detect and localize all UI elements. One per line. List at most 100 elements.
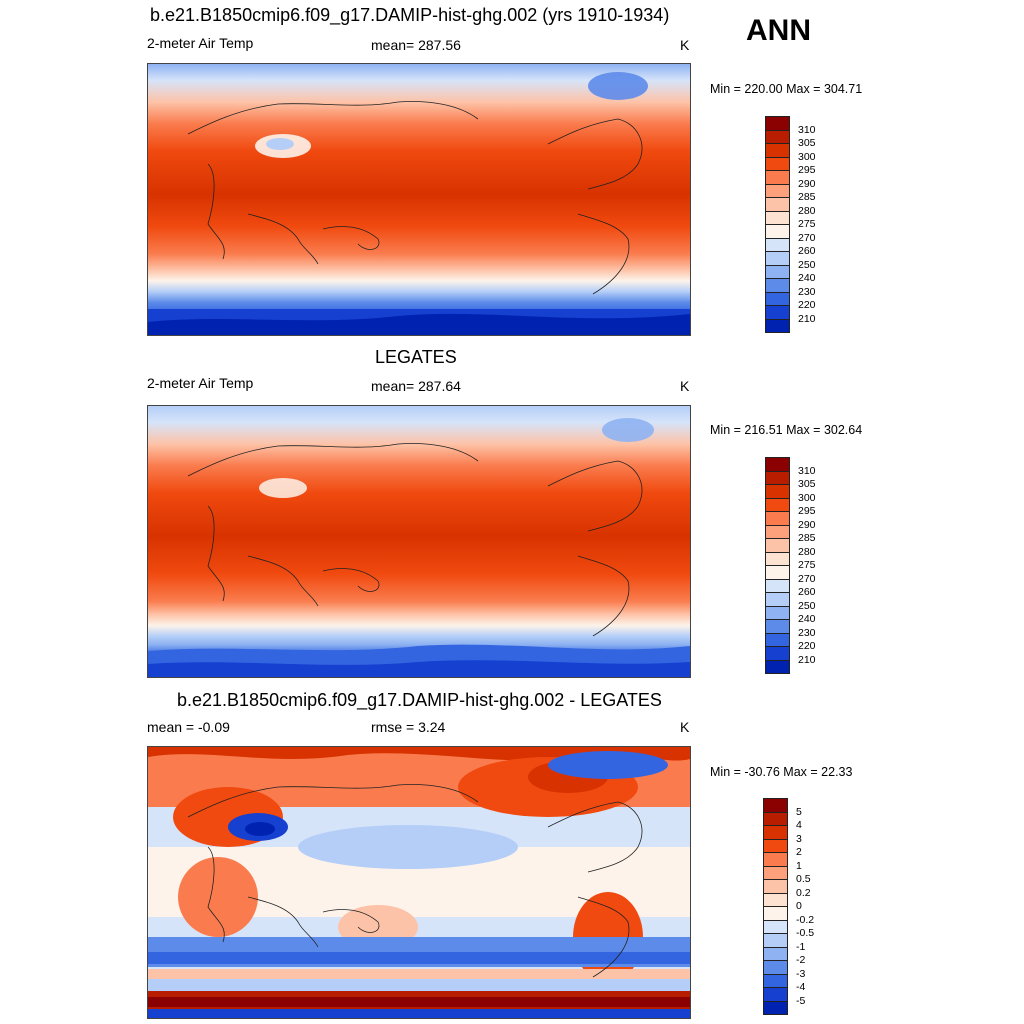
colorbar-tick-label: 295 (798, 164, 816, 176)
panel-model-units: K (680, 37, 690, 53)
colorbar-swatch (763, 879, 788, 894)
panel-diff-mean-label: mean = -0.09 (147, 719, 230, 735)
colorbar-swatch (763, 892, 788, 907)
colorbar-tick-label: 310 (798, 464, 816, 477)
colorbar-swatch (765, 224, 790, 239)
colorbar-swatch (765, 578, 790, 593)
panel-model-mean-label: mean= 287.56 (371, 37, 461, 53)
panel-model-minmax: Min = 220.00 Max = 304.71 (710, 82, 863, 96)
colorbar-swatch (765, 305, 790, 320)
colorbar-tick-label: 0.2 (796, 886, 811, 899)
colorbar-tick-label: -0.2 (796, 913, 815, 926)
colorbar-swatch (763, 946, 788, 961)
colorbar-swatch (763, 865, 788, 880)
colorbar-swatch (765, 632, 790, 647)
colorbar-tick-label: -4 (796, 981, 806, 993)
colorbar-tick-label: 295 (798, 505, 816, 517)
colorbar-tick-label: 210 (798, 312, 816, 325)
colorbar-tick-label: 220 (798, 640, 816, 652)
colorbar-tick-label: 275 (798, 559, 816, 571)
colorbar-tick-label: 280 (798, 545, 816, 558)
colorbar-swatch (765, 210, 790, 225)
colorbar-tick-label: 285 (798, 191, 816, 203)
panel-diff-minmax: Min = -30.76 Max = 22.33 (710, 765, 853, 779)
colorbar-tick-label: 5 (796, 805, 802, 818)
colorbar-tick-label: -5 (796, 994, 806, 1007)
colorbar-tick-label: 300 (798, 150, 816, 163)
colorbar-tick-label: 270 (798, 231, 816, 244)
colorbar-swatch (763, 838, 788, 853)
panel-diff-map (147, 746, 691, 1019)
colorbar-tick-label: 305 (798, 478, 816, 490)
colorbar-swatch (765, 318, 790, 333)
colorbar-swatch (765, 470, 790, 485)
colorbar-swatch (765, 592, 790, 607)
colorbar-tick-label: 2 (796, 846, 802, 858)
colorbar-swatch (763, 825, 788, 840)
panel-diff-rmse-label: rmse = 3.24 (371, 719, 446, 735)
colorbar-tick-label: 275 (798, 218, 816, 230)
colorbar-swatch (765, 457, 790, 472)
colorbar-tick-label: 240 (798, 272, 816, 284)
colorbar-swatch (765, 619, 790, 634)
colorbar-tick-label: 240 (798, 613, 816, 625)
colorbar-tick-label: 250 (798, 258, 816, 271)
panel-model-variable-label: 2-meter Air Temp (147, 35, 254, 51)
colorbar-tick-label: 0.5 (796, 873, 811, 885)
panel-obs-variable-label: 2-meter Air Temp (147, 375, 254, 391)
panel-model-title: b.e21.B1850cmip6.f09_g17.DAMIP-hist-ghg.… (150, 5, 670, 25)
colorbar-tick-label: 0 (796, 900, 802, 912)
colorbar-tick-label: 210 (798, 653, 816, 666)
colorbar-tick-label: 1 (796, 859, 802, 872)
colorbar-swatch (765, 538, 790, 553)
colorbar-swatch (765, 251, 790, 266)
colorbar-swatch (765, 605, 790, 620)
colorbar-swatch (765, 291, 790, 306)
colorbar-swatch (765, 197, 790, 212)
panel-obs-title: LEGATES (375, 347, 457, 367)
colorbar-tick-label: 260 (798, 586, 816, 598)
colorbar-tick-label: 290 (798, 177, 816, 190)
colorbar-swatch (765, 129, 790, 144)
colorbar-swatch (765, 551, 790, 566)
colorbar-swatch (763, 798, 788, 813)
colorbar-swatch (763, 811, 788, 826)
colorbar-tick-label: 300 (798, 491, 816, 504)
colorbar-swatch (765, 156, 790, 171)
colorbar-swatch (763, 933, 788, 948)
colorbar-tick-label: -2 (796, 954, 806, 966)
colorbar-swatch (763, 973, 788, 988)
colorbar-swatch (763, 852, 788, 867)
colorbar-tick-label: 250 (798, 599, 816, 612)
colorbar-tick-label: 310 (798, 123, 816, 136)
colorbar-tick-label: 260 (798, 245, 816, 257)
colorbar-tick-label: 4 (796, 819, 802, 831)
panel-obs-map (147, 405, 691, 678)
colorbar-swatch (765, 143, 790, 158)
colorbar-swatch (765, 237, 790, 252)
colorbar-tick-label: 230 (798, 626, 816, 639)
colorbar-swatch (765, 646, 790, 661)
colorbar-swatch (765, 659, 790, 674)
colorbar-tick-label: 3 (796, 832, 802, 845)
panel-obs-units: K (680, 378, 690, 394)
season-label: ANN (746, 14, 811, 47)
colorbar-swatch (765, 116, 790, 131)
colorbar-swatch (763, 987, 788, 1002)
colorbar-swatch (763, 960, 788, 975)
colorbar-tick-label: -1 (796, 940, 806, 953)
colorbar-swatch (765, 497, 790, 512)
colorbar-swatch (765, 183, 790, 198)
colorbar-tick-label: 220 (798, 299, 816, 311)
colorbar-swatch (765, 170, 790, 185)
colorbar-swatch (765, 484, 790, 499)
colorbar-tick-label: 305 (798, 137, 816, 149)
colorbar-tick-label: 270 (798, 572, 816, 585)
panel-diff-units: K (680, 719, 690, 735)
colorbar-swatch (765, 511, 790, 526)
panel-obs-minmax: Min = 216.51 Max = 302.64 (710, 423, 863, 437)
colorbar-swatch (765, 278, 790, 293)
panel-diff-title: b.e21.B1850cmip6.f09_g17.DAMIP-hist-ghg.… (177, 690, 662, 710)
panel-obs-mean-label: mean= 287.64 (371, 378, 461, 394)
colorbar-swatch (763, 906, 788, 921)
